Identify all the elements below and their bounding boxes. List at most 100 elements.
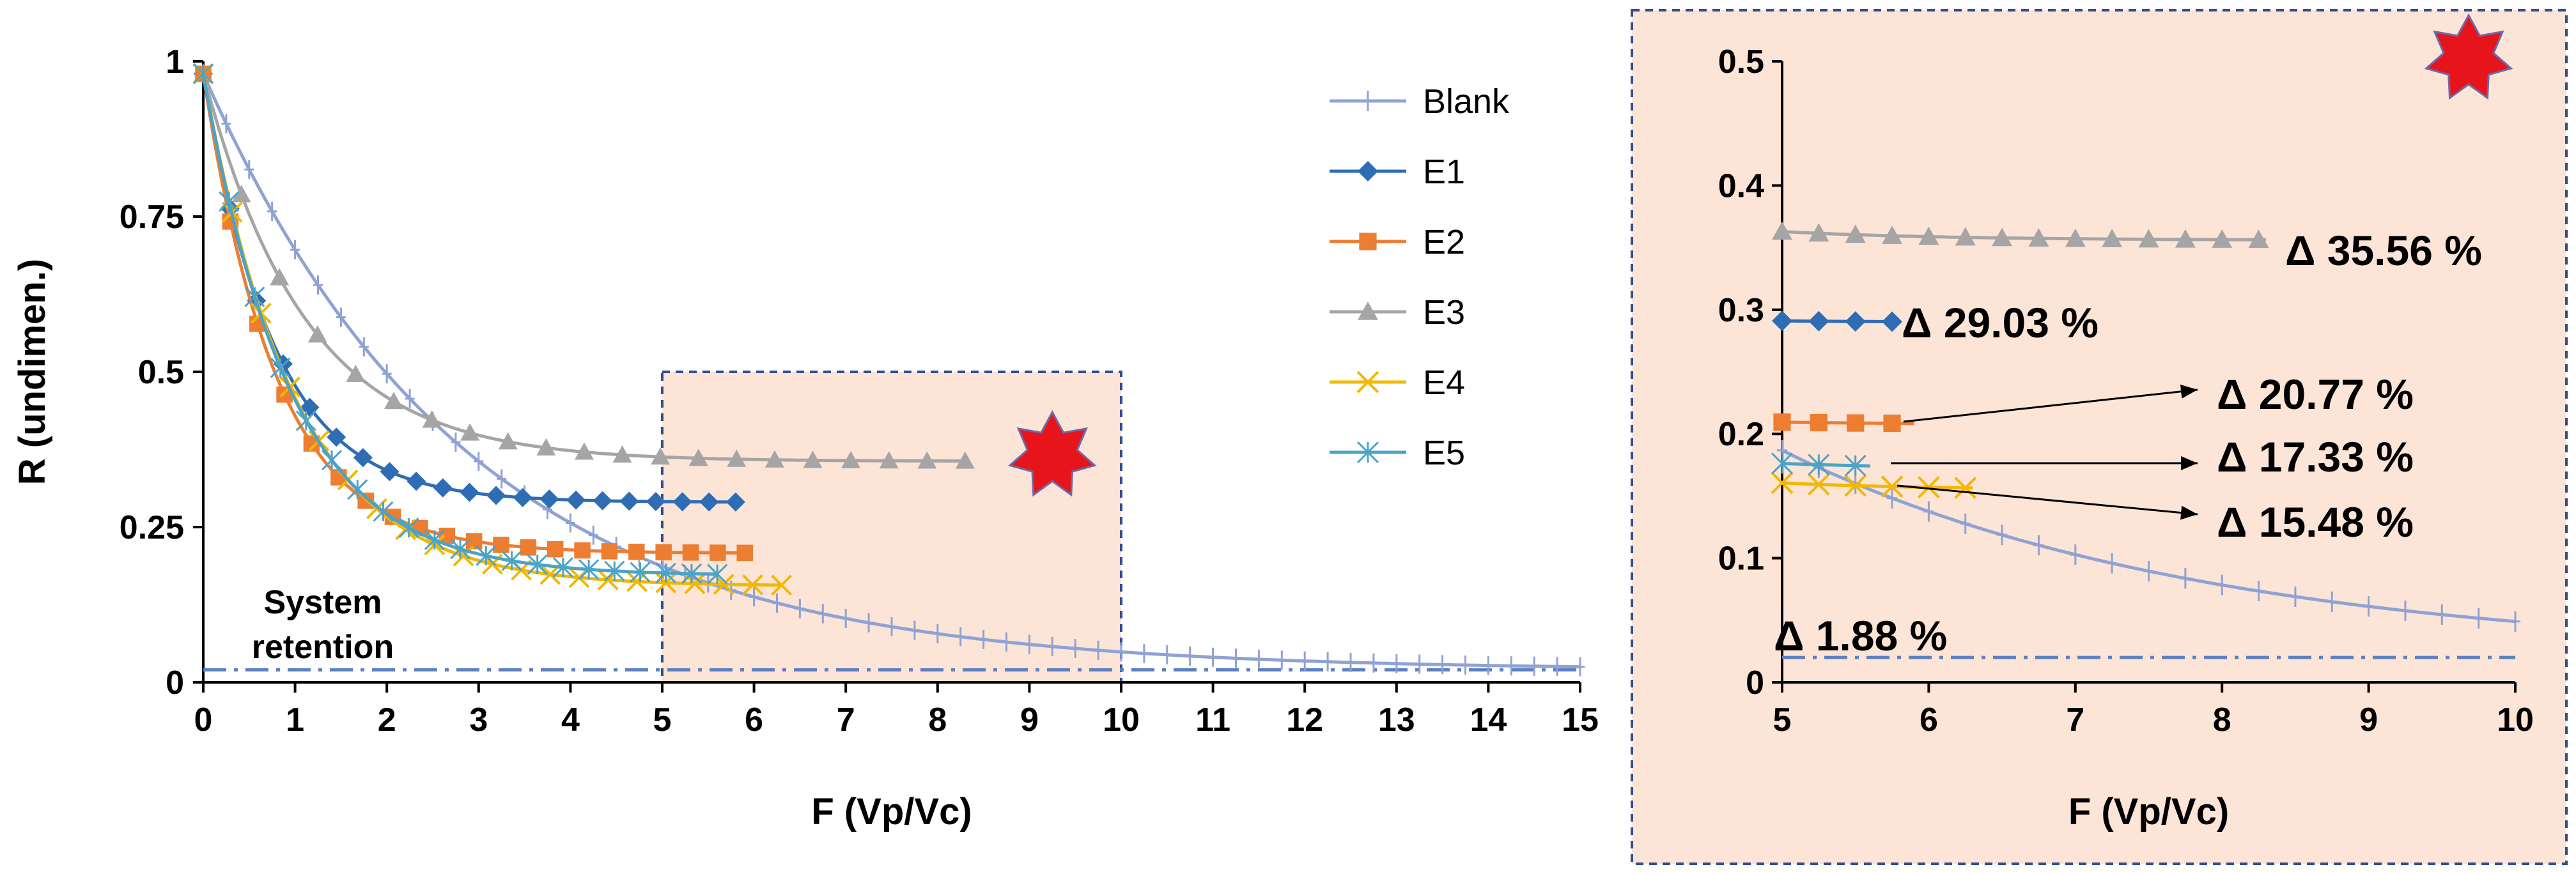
data-point-blank xyxy=(1461,655,1470,675)
data-point-blank xyxy=(795,599,805,618)
data-point-blank xyxy=(818,604,828,624)
data-point-blank xyxy=(474,452,484,471)
data-point-e5 xyxy=(450,539,471,560)
inset-data-point-e3 xyxy=(2102,229,2123,247)
inset-y-tick-label: 0.2 xyxy=(1718,416,1764,453)
series-e5 xyxy=(192,63,728,585)
data-point-e1 xyxy=(513,487,532,507)
data-point-e3 xyxy=(384,392,403,410)
inset-data-point-blank xyxy=(2510,611,2520,632)
inset-data-point-e3 xyxy=(2212,229,2233,248)
inset-y-tick-label: 0.4 xyxy=(1718,167,1764,204)
data-point-e3 xyxy=(879,451,899,469)
legend-marker-e4 xyxy=(1356,371,1379,394)
data-point-e1 xyxy=(593,491,612,510)
data-point-e1 xyxy=(353,448,373,468)
data-point-e5 xyxy=(219,191,240,212)
data-point-blank xyxy=(1139,643,1149,663)
data-point-e5 xyxy=(192,63,214,84)
data-point-e1 xyxy=(619,491,639,511)
data-point-e2 xyxy=(574,542,591,559)
y-axis-title: R (undimen.) xyxy=(12,259,53,485)
inset-chart: 5 6 7 8 9 10 0 0.1 0.2 0.3 0.4 0.5 F (Vp/Vc) Δ 35.56 … xyxy=(1631,9,2568,865)
inset-data-point-blank xyxy=(2437,604,2448,625)
annotation-e5: Δ 17.33 % xyxy=(2217,433,2414,480)
series-line-e5 xyxy=(201,73,718,576)
data-point-blank xyxy=(1392,654,1402,673)
inset-data-point-e4 xyxy=(1954,477,1977,499)
data-point-blank xyxy=(1323,652,1333,671)
data-point-blank xyxy=(1552,657,1562,677)
inset-data-point-blank xyxy=(2400,600,2410,621)
x-tick-label: 9 xyxy=(1020,702,1039,739)
data-point-blank xyxy=(405,389,415,409)
inset-data-point-blank xyxy=(2033,535,2044,556)
data-point-e1 xyxy=(566,490,586,510)
data-point-e2 xyxy=(547,540,564,558)
inset-data-point-e3 xyxy=(1772,221,1792,240)
annotation-arrow-line xyxy=(1897,484,2198,516)
data-point-e5 xyxy=(373,501,394,522)
inset-data-point-e3 xyxy=(2248,229,2269,249)
data-point-blank xyxy=(382,364,392,384)
data-point-blank xyxy=(979,629,989,649)
inset-y-tick-label: 0 xyxy=(1746,664,1764,702)
data-point-e5 xyxy=(552,556,573,578)
data-point-blank xyxy=(1415,654,1425,674)
legend-marker-e2 xyxy=(1359,233,1377,250)
inset-data-point-e4 xyxy=(1917,476,1940,499)
inset-x-tick-label: 5 xyxy=(1773,702,1792,739)
inset-data-point-e4 xyxy=(1771,471,1794,494)
data-point-e5 xyxy=(681,563,702,584)
inset-x-tick-label: 10 xyxy=(2497,702,2534,739)
annotation-e4: Δ 15.48 % xyxy=(2217,498,2414,546)
inset-data-point-blank xyxy=(1997,525,2008,546)
data-point-e3 xyxy=(612,445,632,463)
data-point-e3 xyxy=(231,185,251,203)
data-point-e3 xyxy=(270,268,290,286)
inset-series-e1 xyxy=(1772,310,1903,332)
data-point-e1 xyxy=(725,492,745,512)
data-point-e1 xyxy=(646,492,665,512)
annotation-arrow-line xyxy=(1903,388,2198,423)
x-tick-label: 0 xyxy=(194,702,213,739)
x-tick-label: 13 xyxy=(1378,702,1415,739)
x-tick-label: 10 xyxy=(1103,702,1140,739)
annotation-arrowhead xyxy=(2181,456,2198,470)
legend-marker-blank xyxy=(1363,91,1373,111)
data-point-e2 xyxy=(655,544,672,561)
data-point-e2 xyxy=(520,539,537,556)
data-point-e3 xyxy=(688,448,708,466)
inset-y-tick-label: 0.3 xyxy=(1718,292,1764,329)
inset-data-point-blank xyxy=(1887,487,1898,509)
inset-data-point-e4 xyxy=(1807,473,1830,496)
data-point-blank xyxy=(588,525,598,545)
data-point-blank xyxy=(864,613,874,632)
data-point-e2 xyxy=(682,544,699,561)
annotation-blank: Δ 1.88 % xyxy=(1774,612,1947,659)
x-tick-label: 4 xyxy=(561,702,580,739)
data-point-e1 xyxy=(380,462,400,482)
data-point-e5 xyxy=(578,559,600,580)
y-tick-label: 0.25 xyxy=(120,509,184,546)
annotation-e3: Δ 35.56 % xyxy=(2285,227,2482,274)
data-point-e3 xyxy=(536,438,556,456)
data-point-blank xyxy=(221,114,231,134)
data-point-e5 xyxy=(295,410,316,431)
inset-data-point-e3 xyxy=(1808,223,1829,241)
data-point-e1 xyxy=(539,489,559,509)
star-icon xyxy=(1007,410,1097,497)
inset-series-blank xyxy=(1777,440,2520,632)
data-point-blank xyxy=(1575,657,1585,677)
data-point-e3 xyxy=(498,432,518,450)
legend-label-blank: Blank xyxy=(1423,82,1510,121)
x-tick-label: 1 xyxy=(286,702,304,739)
data-point-e5 xyxy=(347,479,368,500)
data-point-blank xyxy=(1231,648,1241,668)
inset-data-point-e3 xyxy=(2028,228,2049,247)
inset-data-point-e4 xyxy=(1844,474,1867,497)
inset-data-point-blank xyxy=(1923,501,1934,522)
y-tick-label: 0 xyxy=(166,664,184,702)
legend-label-e4: E4 xyxy=(1423,364,1465,402)
